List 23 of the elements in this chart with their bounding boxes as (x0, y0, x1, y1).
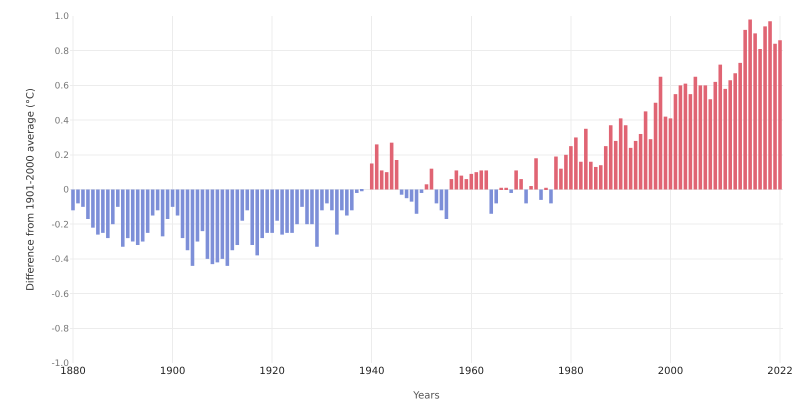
x-tick-label: 1920 (259, 366, 285, 377)
x-tick-label: 1980 (558, 366, 584, 377)
x-tick-label: 1960 (458, 366, 484, 377)
y-axis-title: Difference from 1901-2000 average (°C) (25, 88, 36, 291)
y-tick-label: -0.4 (51, 255, 70, 266)
x-axis-title: Years (412, 390, 440, 402)
y-tick-label: 0.8 (54, 46, 70, 57)
x-tick-label: 2022 (767, 366, 793, 377)
bar (539, 190, 543, 200)
bar (524, 190, 528, 204)
y-tick-label: 0.6 (54, 82, 70, 92)
y-tick-label: 0.2 (54, 150, 69, 161)
x-tick-label: 2000 (658, 366, 684, 377)
x-tick-label: 1940 (359, 366, 384, 377)
y-tick-label: -0.8 (51, 324, 70, 334)
y-tick-label: 1.0 (54, 12, 70, 22)
bar (549, 190, 553, 204)
y-tick-label: -0.6 (51, 290, 70, 300)
bar (509, 190, 513, 193)
y-tick-label: 0 (63, 186, 70, 196)
x-tick-label: 1900 (160, 366, 186, 377)
y-tick-label: -0.2 (51, 220, 69, 230)
y-tick-label: 0.4 (54, 116, 70, 126)
